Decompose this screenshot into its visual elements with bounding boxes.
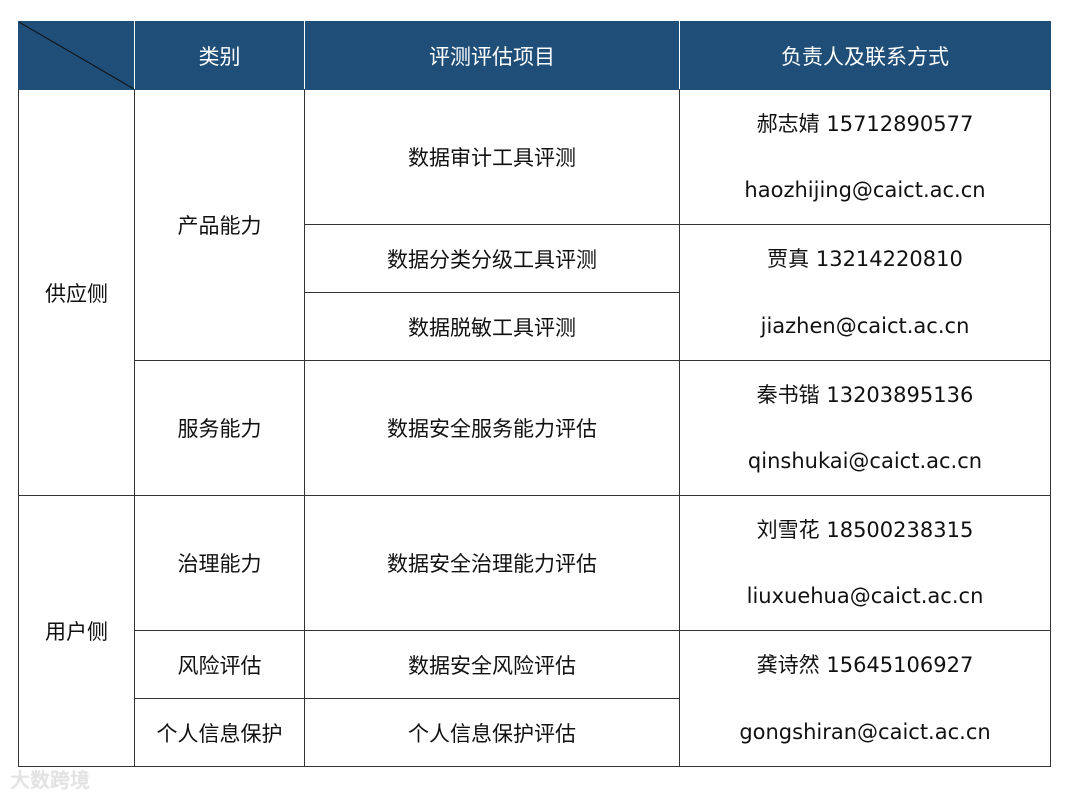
header-row: 类别 评测评估项目 负责人及联系方式 (18, 21, 1051, 90)
contact-cell: 龚诗然 15645106927 gongshiran@caict.ac.cn (679, 630, 1051, 767)
contact-email: gongshiran@caict.ac.cn (739, 720, 991, 744)
contact-name-phone: 刘雪花 18500238315 (756, 518, 974, 542)
category-product: 产品能力 (134, 89, 305, 361)
table-row: 数据分类分级工具评测 贾真 13214220810 jiazhen@caict.a… (19, 224, 1051, 361)
category-risk: 风险评估 (134, 630, 305, 699)
table-row: 个人信息保护 个人信息保护评估 (19, 698, 1051, 767)
contact-name-phone: 秦书锴 13203895136 (756, 383, 974, 407)
table-row: 用户侧 治理能力 数据安全治理能力评估 刘雪花 18500238315 liuxu… (18, 495, 1051, 767)
item-governance: 数据安全治理能力评估 (304, 495, 680, 631)
contact-email: qinshukai@caict.ac.cn (747, 449, 983, 473)
contact-email: jiazhen@caict.ac.cn (760, 314, 970, 338)
contact-name-phone: 贾真 13214220810 (767, 247, 963, 271)
contact-name-phone: 郝志婧 15712890577 (756, 112, 974, 136)
group-supply: 供应侧 (18, 89, 135, 496)
contact-email: haozhijing@caict.ac.cn (744, 178, 986, 202)
header-category: 类别 (134, 21, 305, 90)
table-row: 风险评估 数据安全风险评估 龚诗然 15645106927 gongshiran@… (19, 630, 1051, 767)
item-audit: 数据审计工具评测 (304, 89, 680, 225)
watermark: 大数跨境 (10, 768, 90, 792)
header-contact: 负责人及联系方式 (679, 21, 1051, 90)
table-row: 服务能力 数据安全服务能力评估 秦书锴 13203895136 qinshukai… (19, 360, 1051, 496)
evaluation-contact-table: 类别 评测评估项目 负责人及联系方式 供应侧 产品能力 数据审计工具评测 郝志婧… (18, 21, 1051, 767)
item-desensitize: 数据脱敏工具评测 (304, 292, 680, 361)
item-classify: 数据分类分级工具评测 (304, 224, 680, 293)
table-row: 供应侧 产品能力 数据审计工具评测 郝志婧 15712890577 haozhij… (18, 89, 1051, 496)
contact-email: liuxuehua@caict.ac.cn (746, 584, 984, 608)
item-personal: 个人信息保护评估 (304, 698, 680, 767)
contact-cell: 刘雪花 18500238315 liuxuehua@caict.ac.cn (679, 495, 1051, 631)
item-service: 数据安全服务能力评估 (304, 360, 680, 496)
item-risk: 数据安全风险评估 (304, 630, 680, 699)
header-item: 评测评估项目 (304, 21, 680, 90)
contact-cell: 秦书锴 13203895136 qinshukai@caict.ac.cn (679, 360, 1051, 496)
contact-name-phone: 龚诗然 15645106927 (756, 653, 974, 677)
category-service: 服务能力 (134, 360, 305, 496)
contact-cell: 贾真 13214220810 jiazhen@caict.ac.cn (679, 224, 1051, 361)
group-user: 用户侧 (18, 495, 135, 767)
category-governance: 治理能力 (134, 495, 305, 631)
category-personal: 个人信息保护 (134, 698, 305, 767)
contact-cell: 郝志婧 15712890577 haozhijing@caict.ac.cn (679, 89, 1051, 225)
table-row: 数据脱敏工具评测 (19, 292, 1051, 361)
header-corner-cell (18, 21, 135, 90)
